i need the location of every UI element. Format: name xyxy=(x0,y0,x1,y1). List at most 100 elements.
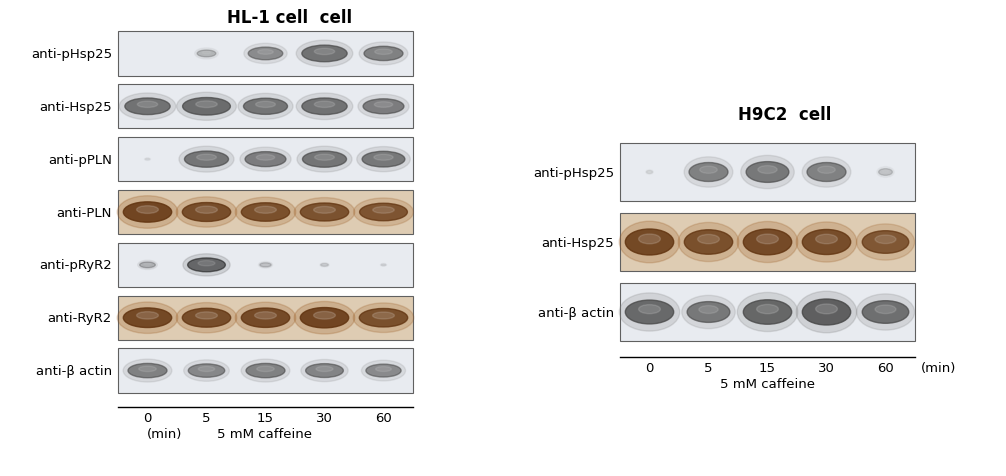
Ellipse shape xyxy=(188,258,225,272)
Ellipse shape xyxy=(301,204,349,221)
Ellipse shape xyxy=(818,167,835,174)
Ellipse shape xyxy=(353,303,413,333)
Text: anti-RyR2: anti-RyR2 xyxy=(47,312,112,325)
Ellipse shape xyxy=(647,171,653,174)
Ellipse shape xyxy=(361,360,405,381)
Ellipse shape xyxy=(257,155,275,161)
Ellipse shape xyxy=(359,43,407,66)
Ellipse shape xyxy=(184,360,229,381)
Ellipse shape xyxy=(302,46,347,63)
Ellipse shape xyxy=(737,293,798,332)
Ellipse shape xyxy=(128,364,167,378)
Ellipse shape xyxy=(374,50,392,55)
Ellipse shape xyxy=(256,102,276,108)
Ellipse shape xyxy=(314,312,335,319)
Ellipse shape xyxy=(302,99,347,115)
Ellipse shape xyxy=(303,152,346,168)
Ellipse shape xyxy=(314,102,335,108)
Ellipse shape xyxy=(678,223,738,262)
Ellipse shape xyxy=(684,158,733,188)
Ellipse shape xyxy=(238,94,293,120)
Ellipse shape xyxy=(255,312,277,319)
Ellipse shape xyxy=(314,207,335,214)
Text: anti-pHsp25: anti-pHsp25 xyxy=(533,166,614,179)
Text: anti-β actin: anti-β actin xyxy=(36,364,112,377)
Ellipse shape xyxy=(123,359,172,382)
Ellipse shape xyxy=(358,95,409,119)
Ellipse shape xyxy=(240,148,291,172)
Ellipse shape xyxy=(196,102,217,108)
Text: anti-β actin: anti-β actin xyxy=(538,306,614,319)
Ellipse shape xyxy=(241,308,290,327)
Ellipse shape xyxy=(124,202,172,223)
Text: anti-Hsp25: anti-Hsp25 xyxy=(541,236,614,249)
Text: (min): (min) xyxy=(147,427,183,440)
Ellipse shape xyxy=(381,264,386,266)
Ellipse shape xyxy=(235,303,296,334)
Ellipse shape xyxy=(362,152,404,168)
Ellipse shape xyxy=(699,306,718,314)
Ellipse shape xyxy=(803,299,851,325)
Ellipse shape xyxy=(354,198,413,227)
Ellipse shape xyxy=(740,156,794,189)
Bar xyxy=(620,283,915,342)
Text: 60: 60 xyxy=(877,361,894,374)
Ellipse shape xyxy=(374,102,392,108)
Ellipse shape xyxy=(797,222,857,262)
Ellipse shape xyxy=(757,235,779,244)
Ellipse shape xyxy=(182,203,230,222)
Text: 15: 15 xyxy=(257,411,274,424)
Ellipse shape xyxy=(321,264,328,267)
Ellipse shape xyxy=(743,230,792,255)
Ellipse shape xyxy=(807,163,846,182)
Ellipse shape xyxy=(183,254,230,277)
Ellipse shape xyxy=(119,94,176,120)
Ellipse shape xyxy=(241,359,290,382)
Ellipse shape xyxy=(125,99,170,115)
Ellipse shape xyxy=(878,169,892,176)
Ellipse shape xyxy=(314,49,335,56)
Ellipse shape xyxy=(184,152,228,168)
Ellipse shape xyxy=(626,229,674,256)
Text: 5: 5 xyxy=(202,411,210,424)
Ellipse shape xyxy=(315,155,334,161)
Bar xyxy=(118,243,413,288)
Text: 0: 0 xyxy=(143,411,152,424)
Text: HL-1 cell  cell: HL-1 cell cell xyxy=(227,9,352,27)
Text: anti-PLN: anti-PLN xyxy=(56,206,112,219)
Bar xyxy=(118,32,413,77)
Bar xyxy=(118,85,413,129)
Ellipse shape xyxy=(301,360,348,382)
Ellipse shape xyxy=(145,159,150,161)
Ellipse shape xyxy=(118,196,178,229)
Ellipse shape xyxy=(295,198,355,227)
Ellipse shape xyxy=(137,206,158,214)
Ellipse shape xyxy=(639,305,660,314)
Ellipse shape xyxy=(196,155,216,161)
Ellipse shape xyxy=(259,262,273,268)
Ellipse shape xyxy=(176,303,236,333)
Ellipse shape xyxy=(359,309,407,327)
Ellipse shape xyxy=(875,236,896,244)
Ellipse shape xyxy=(195,49,218,60)
Ellipse shape xyxy=(140,262,155,268)
Ellipse shape xyxy=(177,93,236,121)
Ellipse shape xyxy=(183,99,230,116)
Ellipse shape xyxy=(188,364,224,377)
Ellipse shape xyxy=(803,230,851,255)
Ellipse shape xyxy=(295,302,355,334)
Ellipse shape xyxy=(243,44,287,64)
Ellipse shape xyxy=(243,99,288,115)
Text: 0: 0 xyxy=(645,361,654,374)
Text: 5 mM caffeine: 5 mM caffeine xyxy=(217,427,313,440)
Ellipse shape xyxy=(316,367,333,372)
Ellipse shape xyxy=(364,47,403,61)
Ellipse shape xyxy=(246,364,285,378)
Ellipse shape xyxy=(137,312,158,319)
Ellipse shape xyxy=(197,51,216,58)
Ellipse shape xyxy=(248,48,283,60)
Ellipse shape xyxy=(139,367,156,372)
Text: (min): (min) xyxy=(921,361,957,374)
Ellipse shape xyxy=(682,296,735,329)
Ellipse shape xyxy=(862,231,908,254)
